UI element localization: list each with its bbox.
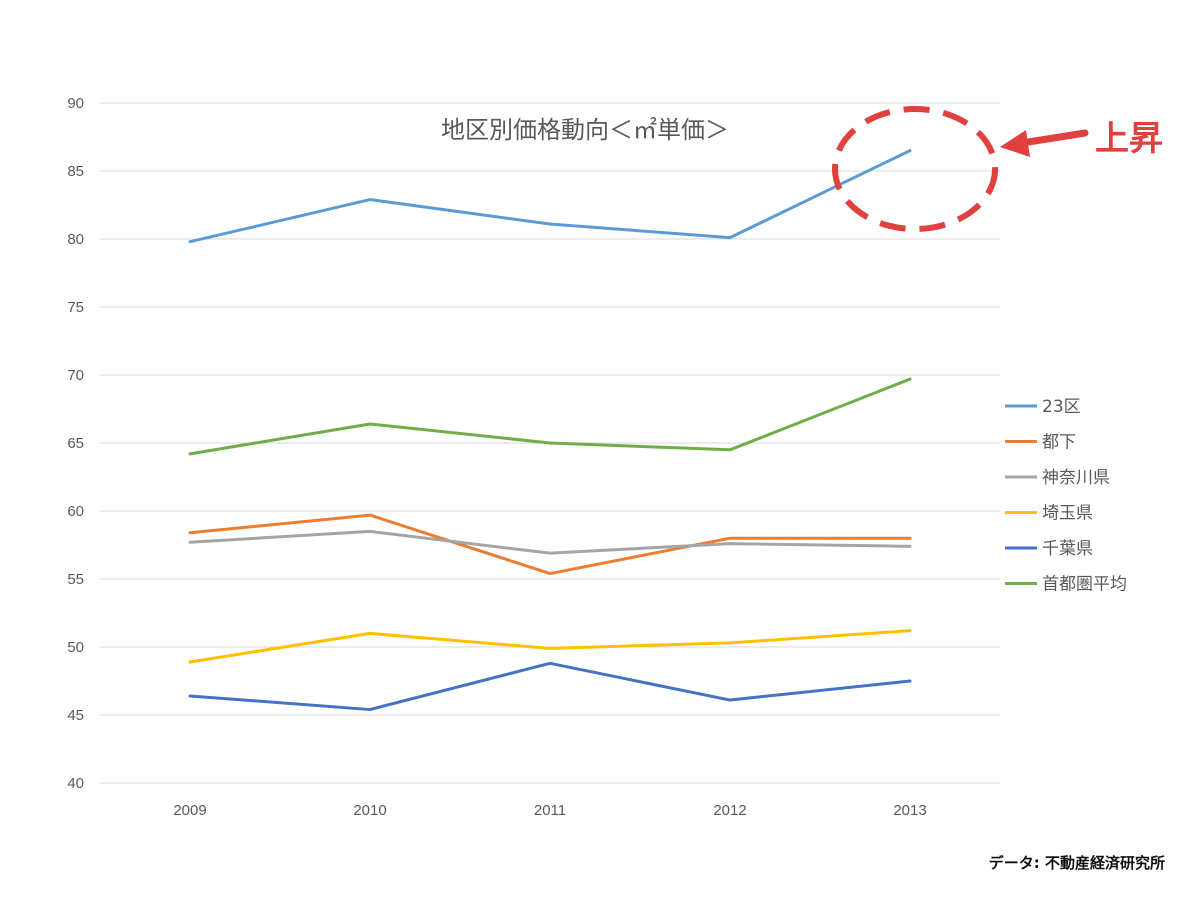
- y-tick-label: 45: [67, 707, 84, 724]
- arrow-shaft: [1018, 129, 1089, 147]
- legend-label: 都下: [1042, 433, 1076, 453]
- series-line-5: [188, 661, 912, 712]
- x-tick-label: 2010: [353, 802, 386, 819]
- legend-label: 埼玉県: [1042, 504, 1093, 524]
- y-tick-label: 90: [67, 95, 84, 112]
- x-tick-label: 2011: [534, 802, 566, 819]
- series-line-1: [188, 149, 912, 244]
- highlight-callout: 上昇: [832, 106, 1163, 232]
- arrow-head: [1000, 130, 1030, 157]
- dashed-highlight-circle: [832, 106, 998, 232]
- y-tick-label: 80: [67, 231, 84, 248]
- series-line-6: [188, 377, 912, 456]
- x-tick-label: 2012: [713, 802, 746, 819]
- y-tick-label: 65: [67, 435, 84, 452]
- y-tick-label: 55: [67, 571, 84, 588]
- chart-title: 地区別価格動向＜㎡単価＞: [441, 116, 729, 144]
- y-tick-label: 70: [67, 367, 84, 384]
- source-note: データ: 不動産経済研究所: [989, 854, 1165, 872]
- x-tick-label: 2013: [893, 802, 926, 819]
- y-tick-label: 60: [67, 503, 84, 520]
- legend-label: 23区: [1042, 397, 1081, 417]
- x-axis: 2009 2010 2011 2012 2013: [173, 802, 926, 819]
- y-tick-label: 85: [67, 163, 84, 180]
- callout-label: 上昇: [1095, 119, 1163, 159]
- y-tick-label: 40: [67, 775, 84, 792]
- legend-label: 千葉県: [1042, 539, 1093, 559]
- y-tick-label: 75: [67, 299, 84, 316]
- series-line-2: [188, 513, 912, 576]
- series-line-4: [188, 629, 912, 664]
- y-tick-label: 50: [67, 639, 84, 656]
- series-line-3: [188, 529, 912, 555]
- legend-label: 首都圏平均: [1042, 575, 1127, 595]
- x-tick-label: 2009: [173, 802, 206, 819]
- y-axis: 40 45 50 55 60 65 70 75 80 85 90: [67, 95, 84, 792]
- legend-label: 神奈川県: [1042, 468, 1110, 488]
- series-lines: [188, 149, 912, 712]
